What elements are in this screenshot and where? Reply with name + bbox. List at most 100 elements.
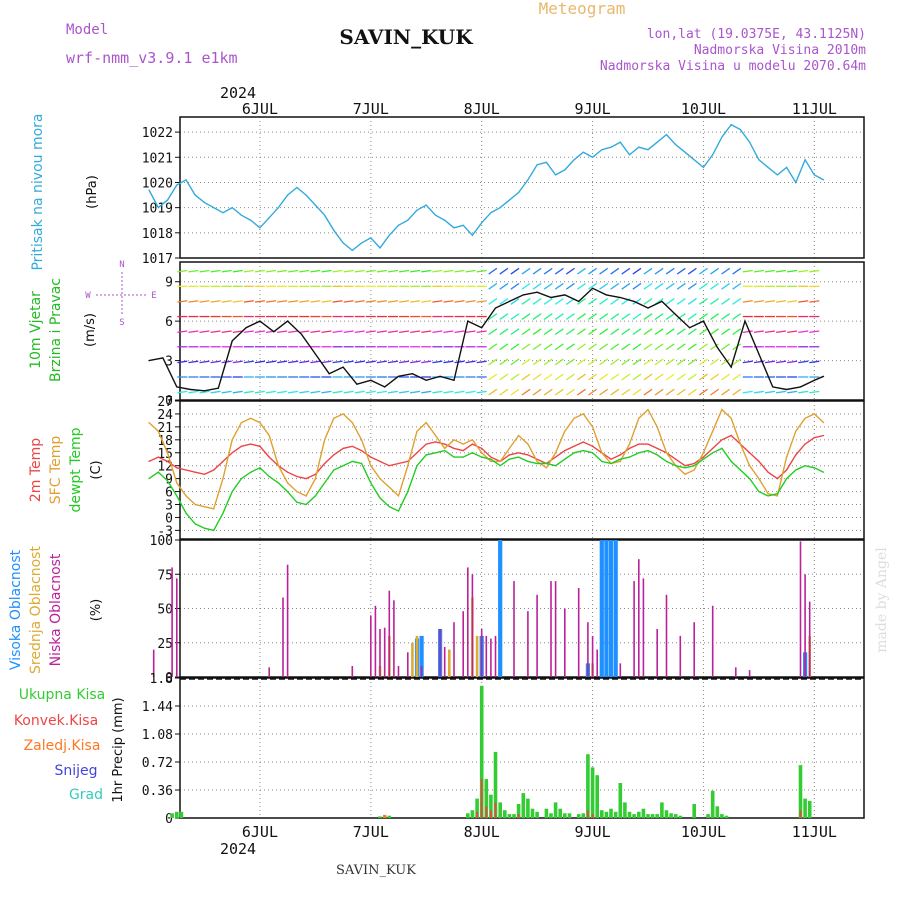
ukupna-kisa-bar	[563, 813, 567, 818]
data-point	[194, 503, 196, 506]
niska-oblacnost-bar	[591, 635, 594, 677]
wind-arrow	[732, 282, 742, 290]
ukupna-kisa-bar	[604, 811, 609, 818]
data-point	[527, 460, 529, 462]
data-point	[550, 296, 552, 299]
data-point	[555, 456, 557, 458]
y-tick-label: 1.44	[142, 700, 173, 715]
data-point	[702, 166, 705, 168]
wind-arrow	[310, 300, 321, 303]
data-point	[555, 452, 557, 454]
cloud-ytick-labels: 0 25 50 75 100	[150, 534, 173, 686]
data-point	[176, 482, 178, 484]
ukupna-kisa-bar	[618, 783, 623, 818]
data-point	[425, 204, 427, 206]
data-point	[758, 460, 760, 462]
konvek-kisa-bar	[799, 810, 802, 818]
wind-arrow	[443, 269, 454, 273]
data-point	[388, 506, 390, 508]
niska-oblacnost-bar	[393, 600, 395, 677]
ukupna-kisa-bar	[493, 751, 498, 818]
data-point	[397, 510, 400, 512]
wind-arrow	[676, 328, 686, 336]
niska-oblacnost-bar	[480, 629, 483, 677]
wind-arrow	[554, 282, 564, 290]
ukupna-kisa-bar	[553, 802, 558, 818]
visoka-oblacnost-bar	[604, 540, 609, 677]
niska-oblacnost-bar	[693, 622, 695, 677]
wind-arrow	[232, 360, 243, 364]
data-point	[772, 386, 774, 388]
data-point	[730, 417, 732, 419]
graupel-label: Grad	[69, 787, 103, 803]
wind-arrow	[510, 358, 520, 366]
wind-arrow	[665, 328, 675, 336]
niska-oblacnost-bar	[804, 574, 806, 678]
data-point	[333, 469, 335, 471]
data-point	[823, 434, 825, 437]
wind-arrow	[687, 298, 697, 305]
wind-arrow	[177, 330, 188, 333]
wind-arrow	[421, 300, 432, 303]
wind-arrow	[532, 313, 542, 320]
ukupna-kisa-bar	[387, 815, 392, 818]
wind-arrow	[521, 298, 531, 305]
data-point	[259, 467, 261, 469]
wind-arrow	[343, 390, 354, 394]
data-point	[287, 491, 289, 493]
data-point	[231, 207, 233, 209]
data-point	[564, 450, 566, 452]
wind-arrow	[687, 313, 697, 320]
wind-arrow	[543, 267, 553, 275]
ukupna-kisa-bar	[470, 810, 475, 818]
ukupna-kisa-bar	[803, 798, 807, 818]
data-point	[250, 443, 252, 445]
wind-arrow	[510, 343, 520, 351]
wind-arrow	[643, 267, 653, 275]
niska-oblacnost-bar	[513, 581, 515, 677]
data-point	[776, 495, 779, 497]
data-point	[240, 478, 242, 480]
wind-arrow	[299, 330, 310, 333]
y-tick-label: 1.08	[142, 728, 173, 743]
data-point	[675, 458, 677, 460]
data-point	[462, 224, 464, 226]
data-point	[518, 191, 520, 194]
wind-arrow	[488, 282, 498, 290]
data-point	[804, 159, 806, 161]
ukupna-kisa-bar	[179, 811, 184, 818]
wind-arrow	[443, 330, 454, 333]
data-point	[582, 151, 584, 153]
wind-arrow	[532, 358, 542, 366]
ukupna-kisa-bar	[544, 808, 549, 818]
wind-arrow	[654, 313, 664, 320]
wind-arrow	[443, 360, 454, 364]
data-point	[259, 320, 261, 322]
data-point	[610, 146, 612, 148]
niska-oblacnost-bar	[351, 666, 354, 677]
data-point	[564, 430, 566, 432]
wind-arrow	[787, 300, 798, 303]
data-point	[605, 294, 608, 296]
data-point	[361, 450, 363, 452]
low-cloud-axis-label: Niska Oblacnost	[48, 553, 64, 666]
data-point	[758, 159, 760, 161]
data-point	[379, 460, 381, 462]
y-tick-label: 12	[157, 460, 173, 475]
ukupna-kisa-bar	[600, 810, 604, 818]
wind-arrow	[665, 267, 675, 275]
data-point	[638, 452, 640, 454]
data-point	[527, 179, 529, 181]
wind-arrow	[565, 373, 575, 381]
data-point	[684, 151, 686, 153]
wind-arrow	[321, 390, 332, 394]
niska-oblacnost-bar	[397, 666, 400, 677]
wind-arrow	[776, 360, 787, 364]
data-point	[527, 454, 529, 456]
data-point	[166, 199, 169, 201]
wind-arrow	[687, 358, 697, 366]
data-point	[786, 388, 788, 391]
data-point	[536, 462, 538, 465]
wind-arrow	[499, 298, 509, 305]
data-point	[273, 331, 275, 333]
